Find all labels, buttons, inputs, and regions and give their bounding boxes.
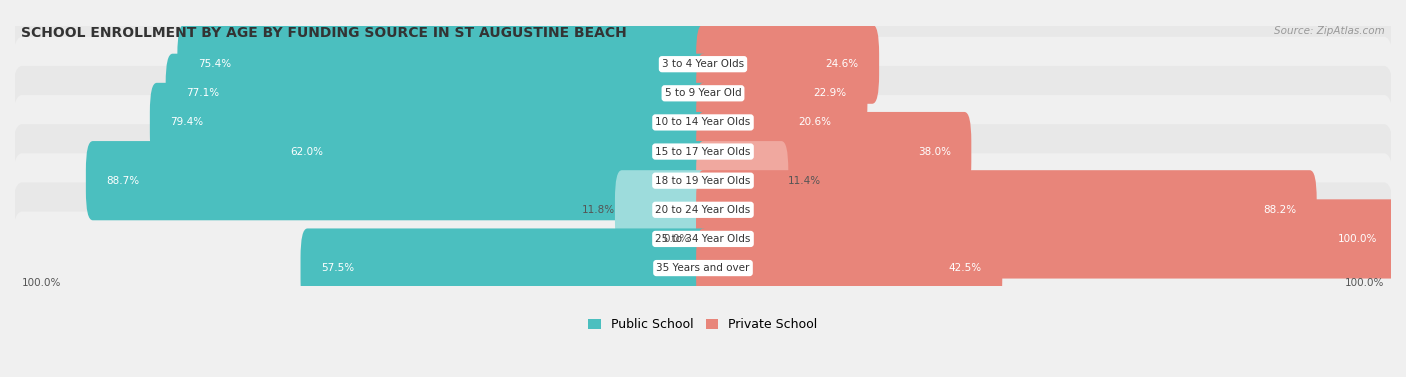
Text: SCHOOL ENROLLMENT BY AGE BY FUNDING SOURCE IN ST AUGUSTINE BEACH: SCHOOL ENROLLMENT BY AGE BY FUNDING SOUR… [21,26,627,40]
FancyBboxPatch shape [270,112,710,191]
Text: 10 to 14 Year Olds: 10 to 14 Year Olds [655,117,751,127]
FancyBboxPatch shape [696,25,879,104]
Text: 77.1%: 77.1% [187,88,219,98]
FancyBboxPatch shape [11,95,1395,208]
Text: 15 to 17 Year Olds: 15 to 17 Year Olds [655,147,751,156]
Text: 42.5%: 42.5% [949,263,981,273]
Text: 20 to 24 Year Olds: 20 to 24 Year Olds [655,205,751,215]
Text: 22.9%: 22.9% [814,88,846,98]
FancyBboxPatch shape [696,54,868,133]
FancyBboxPatch shape [696,228,1002,308]
Text: 24.6%: 24.6% [825,59,859,69]
Text: 11.4%: 11.4% [789,176,821,186]
Legend: Public School, Private School: Public School, Private School [583,313,823,336]
Text: 0.0%: 0.0% [664,234,689,244]
FancyBboxPatch shape [11,8,1395,121]
FancyBboxPatch shape [696,199,1398,279]
Text: 62.0%: 62.0% [290,147,323,156]
Text: 11.8%: 11.8% [582,205,614,215]
FancyBboxPatch shape [11,153,1395,266]
Text: 75.4%: 75.4% [198,59,231,69]
FancyBboxPatch shape [11,37,1395,150]
FancyBboxPatch shape [696,112,972,191]
Text: 25 to 34 Year Olds: 25 to 34 Year Olds [655,234,751,244]
FancyBboxPatch shape [150,83,710,162]
Text: 100.0%: 100.0% [1339,234,1378,244]
FancyBboxPatch shape [11,124,1395,237]
FancyBboxPatch shape [301,228,710,308]
FancyBboxPatch shape [696,170,1316,250]
Text: 5 to 9 Year Old: 5 to 9 Year Old [665,88,741,98]
Text: 57.5%: 57.5% [321,263,354,273]
FancyBboxPatch shape [696,83,852,162]
FancyBboxPatch shape [86,141,710,220]
Text: 100.0%: 100.0% [22,278,62,288]
FancyBboxPatch shape [696,141,789,220]
FancyBboxPatch shape [166,54,710,133]
Text: 35 Years and over: 35 Years and over [657,263,749,273]
Text: Source: ZipAtlas.com: Source: ZipAtlas.com [1274,26,1385,37]
FancyBboxPatch shape [177,25,710,104]
Text: 88.2%: 88.2% [1263,205,1296,215]
FancyBboxPatch shape [614,170,710,250]
FancyBboxPatch shape [11,66,1395,179]
FancyBboxPatch shape [11,182,1395,296]
Text: 79.4%: 79.4% [170,117,204,127]
Text: 100.0%: 100.0% [1344,278,1384,288]
Text: 3 to 4 Year Olds: 3 to 4 Year Olds [662,59,744,69]
FancyBboxPatch shape [11,211,1395,325]
Text: 38.0%: 38.0% [918,147,950,156]
Text: 18 to 19 Year Olds: 18 to 19 Year Olds [655,176,751,186]
Text: 20.6%: 20.6% [799,117,831,127]
Text: 88.7%: 88.7% [107,176,139,186]
